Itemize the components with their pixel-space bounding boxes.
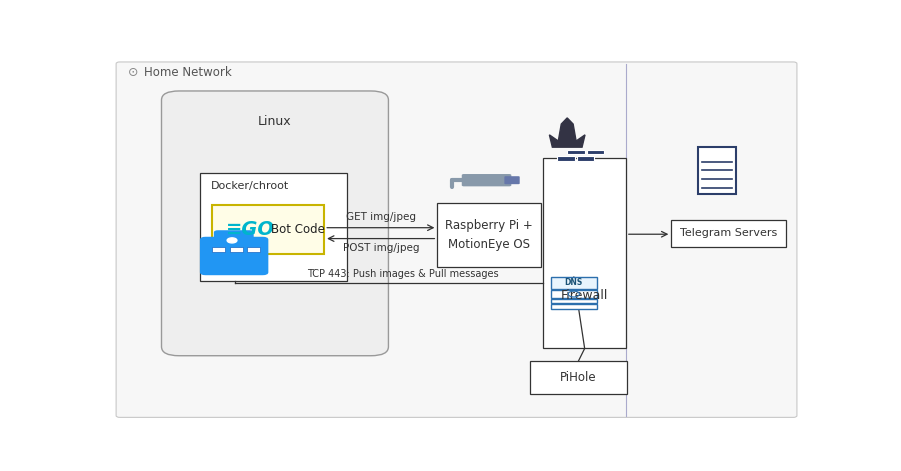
Bar xyxy=(437,203,541,267)
Bar xyxy=(200,172,347,281)
Bar xyxy=(568,150,585,154)
Bar xyxy=(671,219,787,247)
Bar xyxy=(551,299,596,303)
Text: Linux: Linux xyxy=(259,114,292,128)
Bar xyxy=(213,247,225,252)
FancyBboxPatch shape xyxy=(461,174,512,187)
Text: ≡GO: ≡GO xyxy=(226,220,276,239)
Polygon shape xyxy=(550,118,585,147)
Bar xyxy=(543,158,626,349)
FancyBboxPatch shape xyxy=(214,230,254,247)
Text: Home Network: Home Network xyxy=(144,66,232,79)
Polygon shape xyxy=(254,260,265,268)
Bar xyxy=(530,361,626,394)
Text: ⊙: ⊙ xyxy=(128,66,139,79)
Bar xyxy=(551,290,596,299)
FancyBboxPatch shape xyxy=(505,176,520,184)
FancyBboxPatch shape xyxy=(200,237,268,275)
Text: Bot Code: Bot Code xyxy=(271,223,325,236)
Bar xyxy=(697,147,736,195)
Text: POST img/jpeg: POST img/jpeg xyxy=(342,243,419,253)
Bar xyxy=(230,247,242,252)
Bar xyxy=(587,150,605,154)
Bar xyxy=(558,156,575,161)
Bar xyxy=(213,205,324,254)
Circle shape xyxy=(227,238,237,243)
Text: TCP 443: Push images & Pull messages: TCP 443: Push images & Pull messages xyxy=(307,269,499,279)
FancyBboxPatch shape xyxy=(116,62,796,417)
Text: Telegram Servers: Telegram Servers xyxy=(680,228,778,238)
Text: Firewall: Firewall xyxy=(561,289,608,301)
Bar xyxy=(248,247,260,252)
Text: Docker/chroot: Docker/chroot xyxy=(211,180,288,191)
Text: DNS: DNS xyxy=(565,278,583,287)
Text: GET img/jpeg: GET img/jpeg xyxy=(346,212,415,222)
Text: Raspberry Pi +
MotionEye OS: Raspberry Pi + MotionEye OS xyxy=(445,219,532,251)
Bar xyxy=(577,156,595,161)
Bar xyxy=(551,277,596,289)
FancyBboxPatch shape xyxy=(161,91,388,356)
Text: PiHole: PiHole xyxy=(560,371,596,384)
Bar xyxy=(551,304,596,309)
